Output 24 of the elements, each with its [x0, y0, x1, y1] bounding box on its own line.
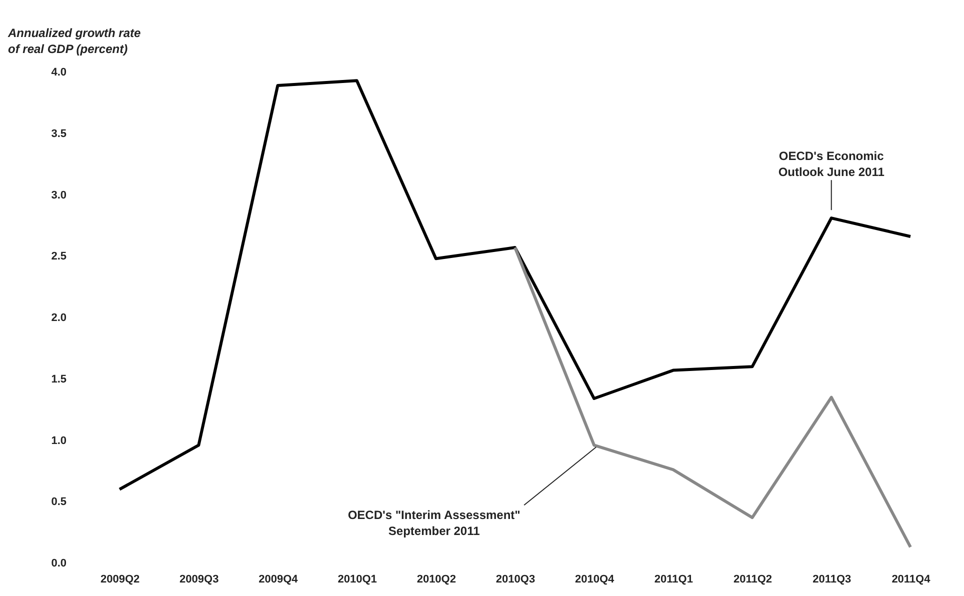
- x-tick-label: 2010Q1: [338, 574, 377, 586]
- x-tick-label: 2009Q4: [258, 574, 299, 586]
- x-tick-label: 2009Q2: [100, 574, 140, 586]
- y-tick-label: 1.0: [51, 434, 66, 447]
- y-tick-label: 0.0: [51, 558, 66, 570]
- y-tick-label: 1.5: [51, 373, 66, 386]
- y-tick-label: 3.5: [51, 128, 66, 140]
- x-tick-label: 2011Q2: [734, 574, 772, 586]
- y-tick-label: 3.0: [51, 189, 66, 202]
- y-tick-label: 2.0: [51, 312, 66, 324]
- x-tick-label: 2010Q4: [575, 574, 616, 586]
- x-tick-label: 2009Q3: [180, 574, 219, 586]
- y-tick-label: 0.5: [51, 496, 66, 508]
- annotation: OECD's Economic Outlook June 2011: [778, 149, 885, 180]
- x-tick-label: 2011Q1: [654, 574, 693, 586]
- x-tick-label: 2011Q3: [812, 574, 852, 586]
- x-tick-label: 2010Q2: [416, 574, 456, 586]
- annotation: OECD's "Interim Assessment" September 2011: [348, 508, 520, 538]
- y-axis-title: Annualized growth rate of real GDP (percent): [7, 26, 141, 56]
- y-tick-label: 4.0: [51, 66, 66, 78]
- y-tick-label: 2.5: [51, 250, 66, 263]
- x-tick-label: 2011Q4: [892, 574, 932, 586]
- line-series: [118, 79, 912, 491]
- x-tick-label: 2010Q3: [496, 574, 536, 586]
